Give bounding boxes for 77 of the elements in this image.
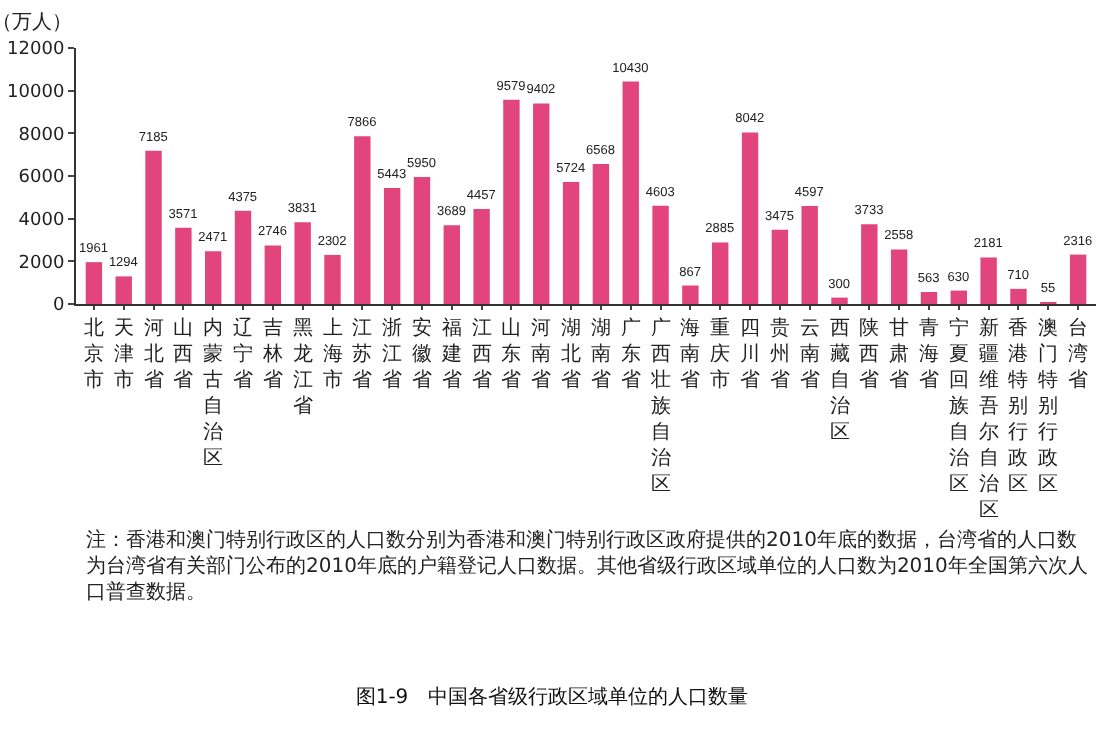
x-tick-label: 吉林省 [260,316,283,392]
x-tick-label: 西藏自治区 [829,318,850,444]
x-tick-label: 台湾省 [1068,316,1089,392]
bar [741,132,759,304]
x-tick-label: 江苏省 [352,316,373,392]
text: 注：香港和澳门特别行政区的人口数分别为香港和澳门特别行政区政府提供的2010年底的数据，台湾省的人口数为台湾省有关部门公布的2010年底的户籍登记人口数据。其他省级行政区域单位的人口数为2010年全国第六次人口普查数据。 [86,528,1088,604]
x-tick-label: 重庆市 [710,316,731,392]
x-tick-label: 陕西省 [859,316,880,392]
x-tick-label: 澳门特别行政区 [1038,316,1059,496]
bar [473,208,490,304]
bar [115,276,132,304]
bar [801,205,818,304]
bar [950,290,967,304]
bar [533,103,550,304]
y-tick-label: 8000 [18,125,65,146]
y-tick-label: 0 [52,296,65,317]
bar [920,291,938,304]
bar [145,150,162,304]
bar [622,81,639,304]
bar [85,262,103,304]
x-tick-label: 上海市 [322,316,343,392]
x-tick-label: 湖北省 [561,316,582,392]
x-tick-label: 宁夏回族自治区 [948,316,969,496]
x-tick-label: 天津市 [113,318,134,392]
y-tick-label: 2000 [18,253,65,274]
bar [1069,254,1087,304]
bar [264,245,282,304]
bar [831,297,848,304]
y-tick-label: 12000 [7,40,65,61]
bar [234,210,252,304]
bar [861,224,878,304]
x-tick-label: 广东省 [620,316,641,392]
bar [413,177,431,304]
bar [175,227,192,304]
x-tick-label: 北京市 [83,316,104,392]
y-tick-label: 6000 [18,168,65,189]
x-tick-label: 云南省 [799,318,820,392]
x-tick-label: 江西省 [471,316,492,392]
bar [383,187,401,304]
x-tick-label: 河南省 [531,316,552,392]
x-tick-label: 海南省 [680,316,701,392]
x-tick-label: 辽宁省 [233,316,254,392]
bar [324,254,341,304]
bar [771,229,789,304]
bar [1010,288,1027,304]
x-tick-label: 香港特别行政区 [1008,316,1029,496]
bar [443,225,460,304]
x-tick-label: 四川省 [740,318,761,392]
bar [890,249,908,304]
text: 图1-9 中国各省级行政区域单位的人口数量 [355,685,749,709]
bar [682,285,699,304]
x-tick-label: 青海省 [918,316,939,392]
x-tick-label: 安徽省 [411,316,432,392]
bar [652,205,669,304]
x-tick-label: 福建省 [439,316,462,392]
bar [503,99,520,304]
x-tick-label: 新疆维吾尔自治区 [978,316,999,522]
x-tick-label: 山东省 [501,316,522,392]
x-tick-label: 山西省 [173,316,194,392]
bar [712,242,729,304]
x-tick-label: 湖南省 [590,316,611,392]
x-tick-label: 黑龙江省 [292,318,313,418]
bar [980,257,997,304]
x-tick-label: 浙江省 [382,316,403,392]
bar [562,181,580,304]
y-tick-label: 10000 [7,82,65,103]
x-tick-label: 贵州省 [769,316,790,392]
y-axis-title: （万人） [0,12,72,34]
bar [205,251,222,304]
y-tick-label: 4000 [18,210,65,231]
bar [294,222,311,304]
bar [592,163,610,304]
x-tick-label: 内蒙古自治区 [203,316,224,470]
x-tick-label: 甘肃省 [889,316,910,392]
x-tick-label: 河北省 [143,316,164,392]
x-tick-label: 广西壮族自治区 [648,316,671,496]
bar [354,136,371,304]
